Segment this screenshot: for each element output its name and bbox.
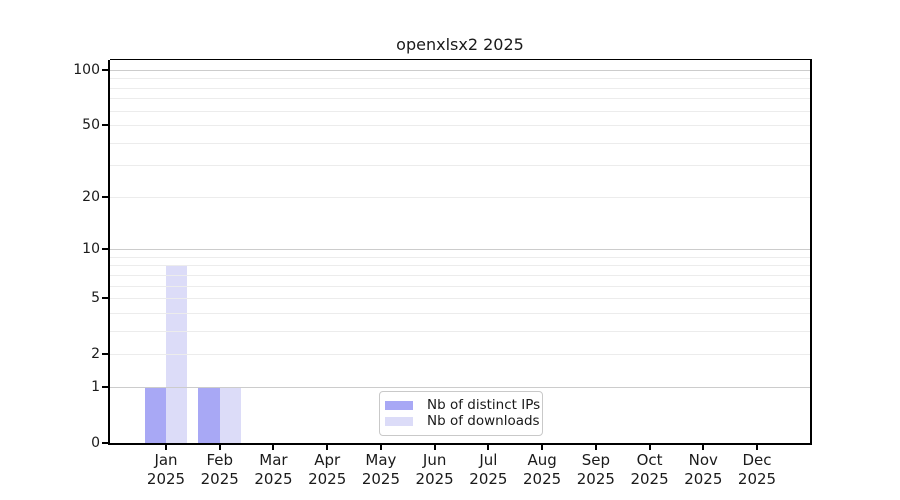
x-tick-label-month: Oct [636, 451, 663, 469]
y-tick [102, 353, 108, 356]
gridline-minor [110, 143, 810, 144]
x-tick-label-month: May [365, 451, 397, 469]
x-tick-label-month: Apr [314, 451, 341, 469]
y-tick-label: 1 [91, 378, 100, 395]
gridline-minor [110, 165, 810, 166]
gridline-minor [110, 98, 810, 99]
legend-item-downloads: Nb of downloads [385, 413, 540, 429]
x-axis-line [108, 443, 812, 445]
x-tick-label-month: Feb [206, 451, 233, 469]
x-tick-label-year: 2025 [200, 470, 239, 488]
x-tick-label-month: Jul [479, 451, 498, 469]
plot-right-border [810, 60, 812, 443]
x-tick [165, 445, 167, 450]
x-tick [702, 445, 705, 450]
bar-distinct-ips [144, 386, 166, 443]
y-tick [102, 385, 108, 388]
legend-swatch-downloads [385, 416, 413, 426]
y-tick-label: 100 [73, 62, 100, 78]
x-tick [487, 445, 490, 450]
gridline-minor [110, 286, 810, 287]
x-tick [594, 445, 597, 450]
gridline-major [110, 249, 810, 250]
plot-top-border [110, 59, 812, 60]
bar-downloads [219, 386, 242, 443]
gridline-minor [110, 78, 810, 79]
y-tick [102, 442, 108, 444]
x-tick [272, 445, 275, 450]
x-tick-label-year: 2025 [576, 470, 615, 488]
gridline-minor [110, 265, 810, 266]
x-tick-label-year: 2025 [469, 470, 508, 488]
legend-swatch-distinct-ips [385, 400, 413, 410]
y-tick-label: 10 [82, 241, 100, 258]
x-tick-label-year: 2025 [308, 470, 347, 488]
bar-distinct-ips [198, 386, 220, 443]
gridline-minor [110, 354, 810, 355]
x-tick-label-year: 2025 [630, 470, 669, 488]
y-tick [102, 297, 108, 300]
y-tick [102, 248, 108, 251]
chart-title: openxlsx2 2025 [396, 35, 524, 54]
gridline-minor [110, 197, 810, 198]
gridline-minor [110, 125, 810, 126]
x-tick-label-year: 2025 [684, 470, 723, 488]
y-tick-label: 5 [91, 290, 100, 307]
legend-label-distinct-ips: Nb of distinct IPs [427, 397, 541, 413]
x-tick-label-year: 2025 [254, 470, 293, 488]
x-tick [326, 445, 329, 450]
x-tick-label-month: Nov [688, 451, 718, 469]
y-tick [102, 124, 108, 127]
x-tick [541, 445, 544, 450]
plot-area [110, 60, 810, 443]
y-tick [102, 195, 108, 198]
gridline-minor [110, 298, 810, 299]
y-tick-label: 0 [91, 435, 100, 451]
x-tick [648, 445, 651, 450]
x-tick [218, 445, 221, 450]
x-tick [756, 445, 759, 450]
gridline-minor [110, 275, 810, 276]
x-tick [379, 445, 382, 450]
gridline-minor [110, 331, 810, 332]
y-tick [102, 69, 108, 71]
x-tick-label-year: 2025 [146, 470, 186, 488]
gridline-minor [110, 313, 810, 314]
gridline-minor [110, 257, 810, 258]
gridline-minor [110, 88, 810, 89]
x-tick-label-month: Sep [581, 451, 610, 469]
legend-item-distinct-ips: Nb of distinct IPs [385, 397, 540, 413]
legend-label-downloads: Nb of downloads [427, 413, 540, 429]
y-tick-label: 20 [82, 188, 100, 205]
x-tick-label-month: Jan [154, 451, 178, 469]
gridline-major [110, 387, 810, 388]
x-tick-label-year: 2025 [523, 470, 562, 488]
y-axis-line [108, 60, 110, 445]
x-tick-label-year: 2025 [415, 470, 454, 488]
gridline-minor [110, 111, 810, 112]
x-tick-label-month: Mar [259, 451, 288, 469]
x-tick-label-year: 2025 [361, 470, 400, 488]
gridline-major [110, 70, 810, 71]
x-tick-label-month: Jun [422, 451, 447, 469]
y-tick-label: 2 [91, 346, 100, 363]
legend: Nb of distinct IPs Nb of downloads [379, 391, 543, 436]
y-tick-label: 50 [82, 117, 100, 134]
x-tick-label-year: 2025 [737, 470, 777, 488]
x-tick-label-month: Aug [527, 451, 557, 469]
x-tick-label-month: Dec [742, 451, 772, 469]
x-tick [433, 445, 436, 450]
